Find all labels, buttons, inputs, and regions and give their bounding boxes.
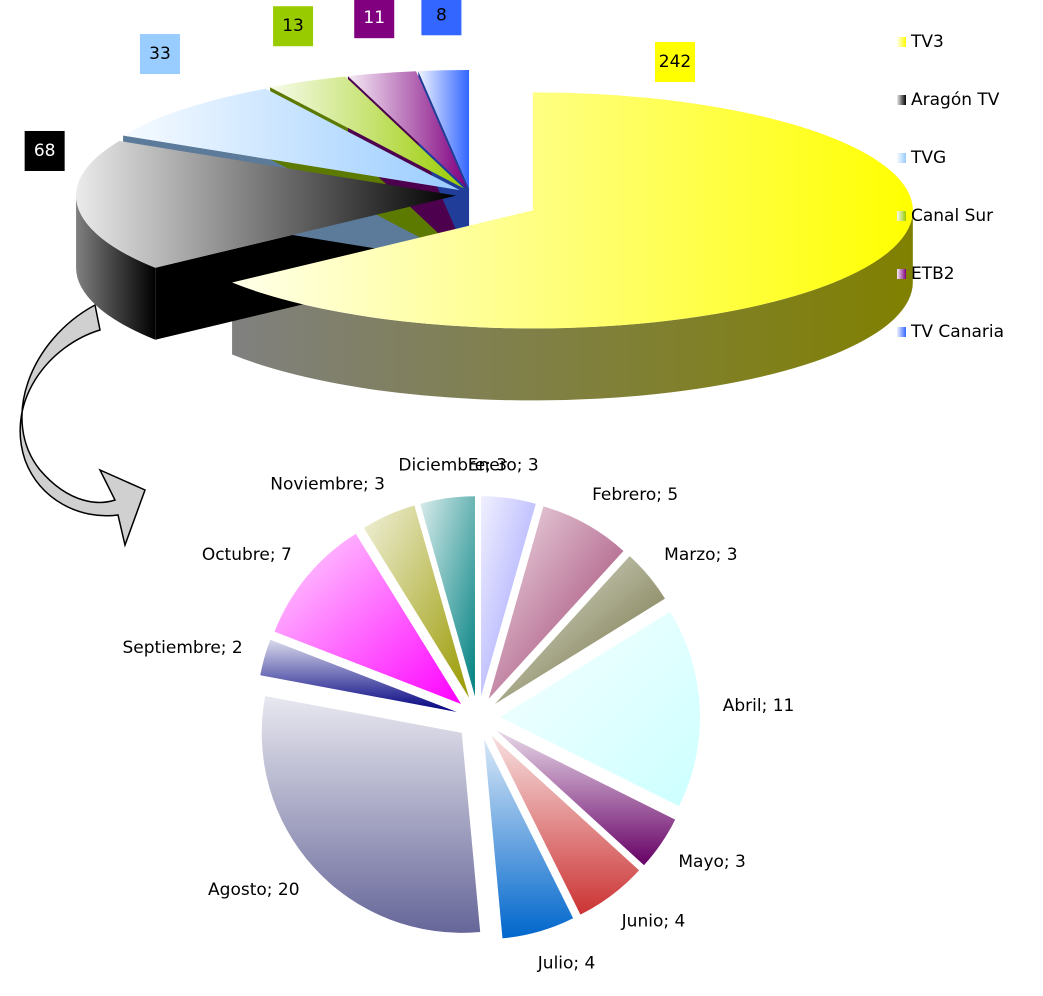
data-label: 8 bbox=[436, 5, 447, 25]
legend-marker bbox=[897, 153, 906, 163]
data-label: Junio; 4 bbox=[621, 911, 686, 931]
data-label: 13 bbox=[282, 16, 304, 36]
data-label-box bbox=[273, 6, 314, 47]
data-label-box bbox=[139, 34, 180, 75]
slice bbox=[481, 496, 536, 697]
slice bbox=[420, 496, 475, 697]
slice bbox=[274, 533, 462, 704]
slice bbox=[261, 696, 481, 933]
data-label-box bbox=[354, 0, 395, 39]
data-label: 68 bbox=[34, 141, 56, 161]
slice-side bbox=[76, 195, 156, 340]
data-label-box bbox=[24, 130, 65, 171]
slice bbox=[496, 730, 676, 866]
slice-side bbox=[232, 210, 913, 401]
data-label: Agosto; 20 bbox=[208, 880, 300, 900]
data-label: 242 bbox=[659, 52, 691, 72]
data-label: 11 bbox=[363, 8, 385, 28]
data-label: Diciembre; 3 bbox=[398, 455, 507, 475]
slice-top bbox=[270, 76, 465, 189]
slice bbox=[499, 611, 700, 807]
legend-marker bbox=[897, 327, 906, 337]
slice bbox=[363, 505, 470, 698]
legend-label: Canal Sur bbox=[911, 206, 993, 226]
slice bbox=[494, 556, 665, 704]
slice-top bbox=[232, 92, 913, 329]
data-label: Abril; 11 bbox=[723, 696, 795, 716]
data-label-box bbox=[655, 42, 695, 82]
legend-label: TVG bbox=[910, 148, 946, 168]
slice-top bbox=[76, 140, 457, 268]
legend-label: ETB2 bbox=[911, 264, 955, 284]
data-label: Enero; 3 bbox=[468, 455, 539, 475]
data-label: 33 bbox=[149, 44, 171, 64]
data-label-box bbox=[421, 0, 462, 36]
legend-marker bbox=[897, 211, 906, 221]
slice-top bbox=[347, 71, 467, 189]
legend-label: TV3 bbox=[910, 32, 944, 52]
data-label: Octubre; 7 bbox=[202, 545, 292, 565]
slice-top bbox=[418, 70, 470, 189]
legend-marker bbox=[897, 37, 906, 47]
data-label: Mayo; 3 bbox=[678, 852, 746, 872]
legend-marker bbox=[897, 269, 906, 279]
connector-arrow bbox=[19, 303, 146, 548]
data-label: Noviembre; 3 bbox=[270, 475, 385, 495]
slice bbox=[491, 735, 640, 915]
slice bbox=[484, 739, 574, 939]
slice-top bbox=[123, 88, 460, 191]
legend-marker bbox=[897, 95, 906, 105]
data-label: Marzo; 3 bbox=[664, 545, 737, 565]
data-label: Febrero; 5 bbox=[592, 485, 678, 505]
data-label: Septiembre; 2 bbox=[122, 638, 242, 658]
data-label: Julio; 4 bbox=[537, 953, 596, 973]
legend-label: Aragón TV bbox=[911, 90, 1000, 110]
legend-label: TV Canaria bbox=[910, 322, 1004, 342]
slice bbox=[260, 639, 457, 712]
slice bbox=[488, 506, 624, 699]
